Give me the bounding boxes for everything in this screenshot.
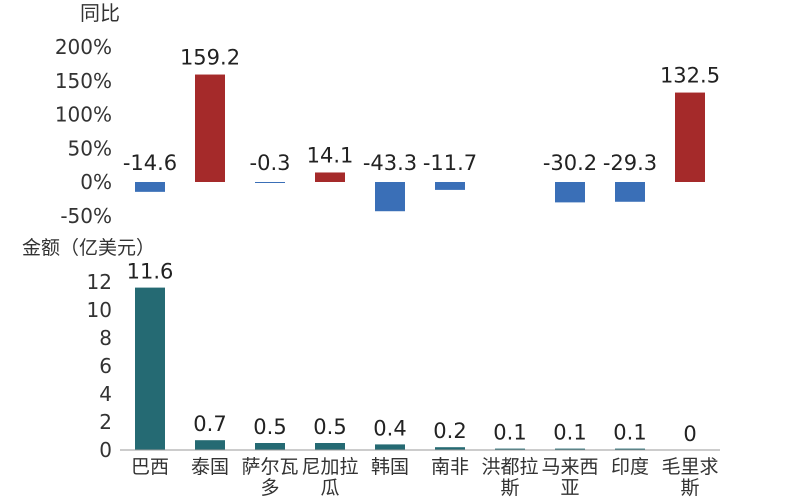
top-value-label: -0.3 xyxy=(250,151,291,175)
top-value-label: -30.2 xyxy=(543,151,597,175)
bottom-y-tick-label: 12 xyxy=(87,270,112,294)
bottom-bar xyxy=(615,448,645,450)
bottom-value-label: 11.6 xyxy=(127,260,174,284)
top-value-label: -14.6 xyxy=(123,151,177,175)
top-bar xyxy=(135,182,165,192)
top-value-labels: -14.6 159.2 -0.3 14.1 -43.3 -11.7 -30.2 -29.3 13… xyxy=(123,46,720,175)
top-bar xyxy=(195,74,225,182)
bottom-value-label: 0.1 xyxy=(553,421,586,445)
top-bars xyxy=(135,74,705,212)
bottom-bar xyxy=(555,448,585,450)
top-bar xyxy=(255,182,285,183)
bottom-value-label: 0.7 xyxy=(193,412,226,436)
bottom-bar xyxy=(135,287,165,450)
bottom-value-label: 0.4 xyxy=(373,416,406,440)
top-bar xyxy=(435,182,465,190)
bottom-bar xyxy=(315,443,345,450)
category-label: 毛里求斯 xyxy=(661,456,718,499)
bottom-y-tick-label: 4 xyxy=(99,382,112,406)
top-bar xyxy=(675,92,705,182)
top-value-label: 132.5 xyxy=(660,64,720,88)
bottom-chart-ylabel: 金额（亿美元） xyxy=(22,237,155,259)
top-y-tick-label: 50% xyxy=(68,136,112,160)
category-label: 洪都拉斯 xyxy=(481,456,538,499)
category-label: 南非 xyxy=(431,456,469,478)
category-label: 巴西 xyxy=(131,456,169,478)
top-value-label: -43.3 xyxy=(363,151,417,175)
bottom-y-tick-label: 0 xyxy=(99,438,112,462)
category-label: 萨尔瓦多 xyxy=(241,456,298,499)
top-bar xyxy=(555,182,585,203)
top-bar xyxy=(315,172,345,182)
top-y-tick-label: 100% xyxy=(55,103,112,127)
bottom-y-axis: 0 2 4 6 8 10 12 xyxy=(87,270,112,462)
top-y-tick-label: 150% xyxy=(55,69,112,93)
top-chart-ylabel: 同比 xyxy=(80,1,120,25)
bottom-bar xyxy=(255,443,285,450)
top-y-tick-label: 200% xyxy=(55,35,112,59)
top-y-tick-label: 0% xyxy=(80,170,112,194)
category-label: 泰国 xyxy=(191,456,229,478)
bottom-bars xyxy=(135,287,645,450)
bottom-y-tick-label: 10 xyxy=(87,298,112,322)
top-value-label: -29.3 xyxy=(603,151,657,175)
bottom-y-tick-label: 6 xyxy=(99,354,112,378)
bottom-value-label: 0.1 xyxy=(613,421,646,445)
category-label: 尼加拉瓜 xyxy=(301,456,358,499)
top-value-label: 14.1 xyxy=(307,143,354,167)
category-label: 印度 xyxy=(611,456,649,478)
top-value-label: 159.2 xyxy=(180,46,240,70)
bottom-value-label: 0.5 xyxy=(253,415,286,439)
bottom-bar xyxy=(375,444,405,450)
bottom-bar xyxy=(435,447,465,450)
bottom-value-label: 0.2 xyxy=(433,419,466,443)
bottom-value-label: 0 xyxy=(683,422,696,446)
category-label: 马来西亚 xyxy=(541,456,598,499)
category-label: 韩国 xyxy=(371,456,409,478)
bottom-value-label: 0.5 xyxy=(313,415,346,439)
bottom-y-tick-label: 8 xyxy=(99,326,112,350)
bottom-bar xyxy=(495,448,525,450)
bottom-y-tick-label: 2 xyxy=(99,410,112,434)
top-bar xyxy=(615,182,645,202)
top-bar xyxy=(375,182,405,212)
bottom-bar xyxy=(195,440,225,450)
bottom-value-labels: 11.6 0.7 0.5 0.5 0.4 0.2 0.1 0.1 0.1 0 xyxy=(127,260,697,446)
top-y-axis: -50% 0% 50% 100% 150% 200% xyxy=(55,35,112,228)
top-y-tick-label: -50% xyxy=(60,204,112,228)
top-value-label: -11.7 xyxy=(423,151,477,175)
bottom-value-label: 0.1 xyxy=(493,421,526,445)
